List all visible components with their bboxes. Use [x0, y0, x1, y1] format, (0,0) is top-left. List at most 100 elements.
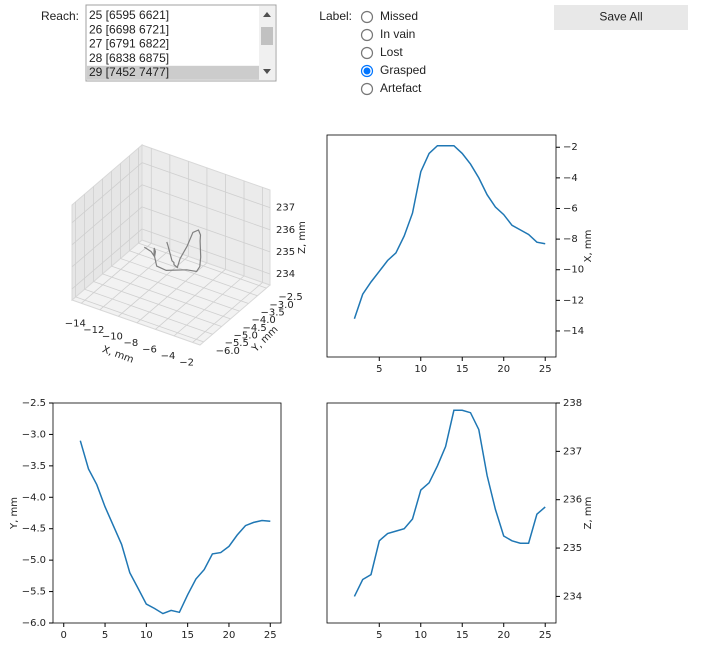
x-tick-label: −12 [83, 325, 104, 336]
grid-line [173, 275, 245, 337]
list-item[interactable] [87, 65, 259, 80]
save-button[interactable] [554, 5, 688, 30]
grid-line [141, 206, 271, 253]
radio-label[interactable]: Missed [380, 9, 418, 23]
x-tick-label: 10 [414, 364, 427, 375]
y-tick-label: −4.5 [243, 323, 267, 334]
y-tick-label: −3.5 [22, 461, 46, 472]
y-axis-label: X, mm [583, 230, 594, 263]
x-tick-label: 0 [61, 630, 67, 641]
pane-side [71, 143, 143, 302]
z-tick-label: 235 [276, 247, 295, 258]
radio[interactable] [360, 28, 374, 42]
grid-line [192, 282, 263, 343]
list-item[interactable] [87, 37, 259, 52]
x-tick-label: −2 [179, 357, 194, 368]
scroll-up[interactable] [263, 12, 271, 17]
z-axis-label: Z, mm [297, 221, 308, 254]
grid-line [71, 228, 143, 290]
y-tick-label: −4 [563, 173, 578, 184]
grid-line [75, 296, 204, 343]
grid-line [141, 228, 271, 275]
radio-dot [363, 67, 371, 75]
grid-line [129, 250, 258, 297]
y-tick-label: −5.0 [234, 331, 258, 342]
save-button-text[interactable]: Save All [599, 10, 642, 24]
y-axis-label: Y, mm [9, 497, 20, 530]
radio-label[interactable]: In vain [380, 27, 415, 41]
reach-label: Reach: [41, 9, 79, 23]
list-item-text[interactable]: 29 [7452 7477] [89, 65, 169, 79]
label-caption: Label: [319, 9, 352, 23]
x-tick-label: −8 [124, 338, 139, 349]
radio[interactable] [360, 46, 374, 60]
list-item-text[interactable]: 27 [6791 6822] [89, 37, 169, 51]
x-tick-label: −4 [161, 351, 176, 362]
list-item[interactable] [87, 23, 259, 38]
radio-label[interactable]: Grasped [380, 63, 426, 77]
x-tick-label: 25 [539, 630, 552, 641]
list-item-text[interactable]: 28 [6838 6875] [89, 51, 169, 65]
y-tick-label: −3.0 [269, 300, 293, 311]
y-tick-label: 235 [563, 543, 582, 554]
grid-line [102, 273, 231, 320]
x-tick-label: 10 [140, 630, 153, 641]
z-tick-label: 234 [276, 269, 295, 280]
y-tick-label: −2.5 [22, 398, 46, 409]
x-tick-label: 25 [264, 630, 277, 641]
x-tick-label: 15 [456, 630, 469, 641]
y-tick-label: −10 [563, 265, 584, 276]
x-tick-label: 20 [497, 630, 510, 641]
y-tick-label: 238 [563, 398, 582, 409]
plot-frame [326, 134, 557, 358]
x-tick-label: 20 [497, 364, 510, 375]
y-tick-label: −5.0 [22, 555, 46, 566]
x-tick-label: −14 [65, 318, 86, 329]
radio-label[interactable]: Lost [380, 45, 403, 59]
x-tick-label: 5 [376, 630, 382, 641]
grid-line [71, 206, 143, 268]
data-line [353, 144, 546, 319]
grid-line [120, 258, 249, 304]
grid-line [84, 288, 213, 335]
grid-line [141, 184, 271, 231]
plot-frame [326, 402, 557, 624]
y-tick-label: −4.0 [22, 492, 46, 503]
y-tick-label: −6.0 [216, 346, 240, 357]
y-tick-label: −5.5 [22, 587, 46, 598]
grid-line [93, 281, 222, 327]
radio[interactable] [360, 82, 374, 96]
grid-line [136, 262, 208, 324]
radio-label[interactable]: Artefact [380, 81, 422, 95]
x-tick-label: −6 [142, 344, 157, 355]
x-tick-label: 10 [414, 630, 427, 641]
grid-line [111, 265, 240, 312]
x-tick-label: 5 [376, 364, 382, 375]
z-tick-label: 236 [276, 225, 295, 236]
grid-line [141, 162, 271, 209]
data-line [79, 440, 271, 615]
y-tick-label: −5.5 [225, 338, 249, 349]
grid-line [71, 184, 143, 246]
list-item[interactable] [87, 51, 259, 66]
y-tick-label: −8 [563, 234, 578, 245]
radio[interactable] [360, 10, 374, 24]
x-tick-label: 15 [456, 364, 469, 375]
y-tick-label: −2 [563, 142, 578, 153]
y-tick-label: −4.0 [251, 315, 275, 326]
grid-line [81, 242, 152, 304]
x-tick-label: 25 [539, 364, 552, 375]
grid-line [71, 162, 143, 223]
y-tick-label: −6.0 [22, 618, 46, 629]
y-tick-label: −6 [563, 203, 578, 214]
x-tick-label: 5 [102, 630, 108, 641]
grid-line [99, 249, 171, 311]
scroll-thumb[interactable] [261, 27, 273, 45]
list-item-text[interactable]: 25 [6595 6621] [89, 8, 169, 22]
scroll-down[interactable] [263, 69, 271, 74]
y-tick-label: −14 [563, 326, 584, 337]
z-tick-label: 237 [276, 203, 295, 214]
list-item-text[interactable]: 26 [6698 6721] [89, 22, 169, 36]
list-item[interactable] [87, 9, 259, 23]
